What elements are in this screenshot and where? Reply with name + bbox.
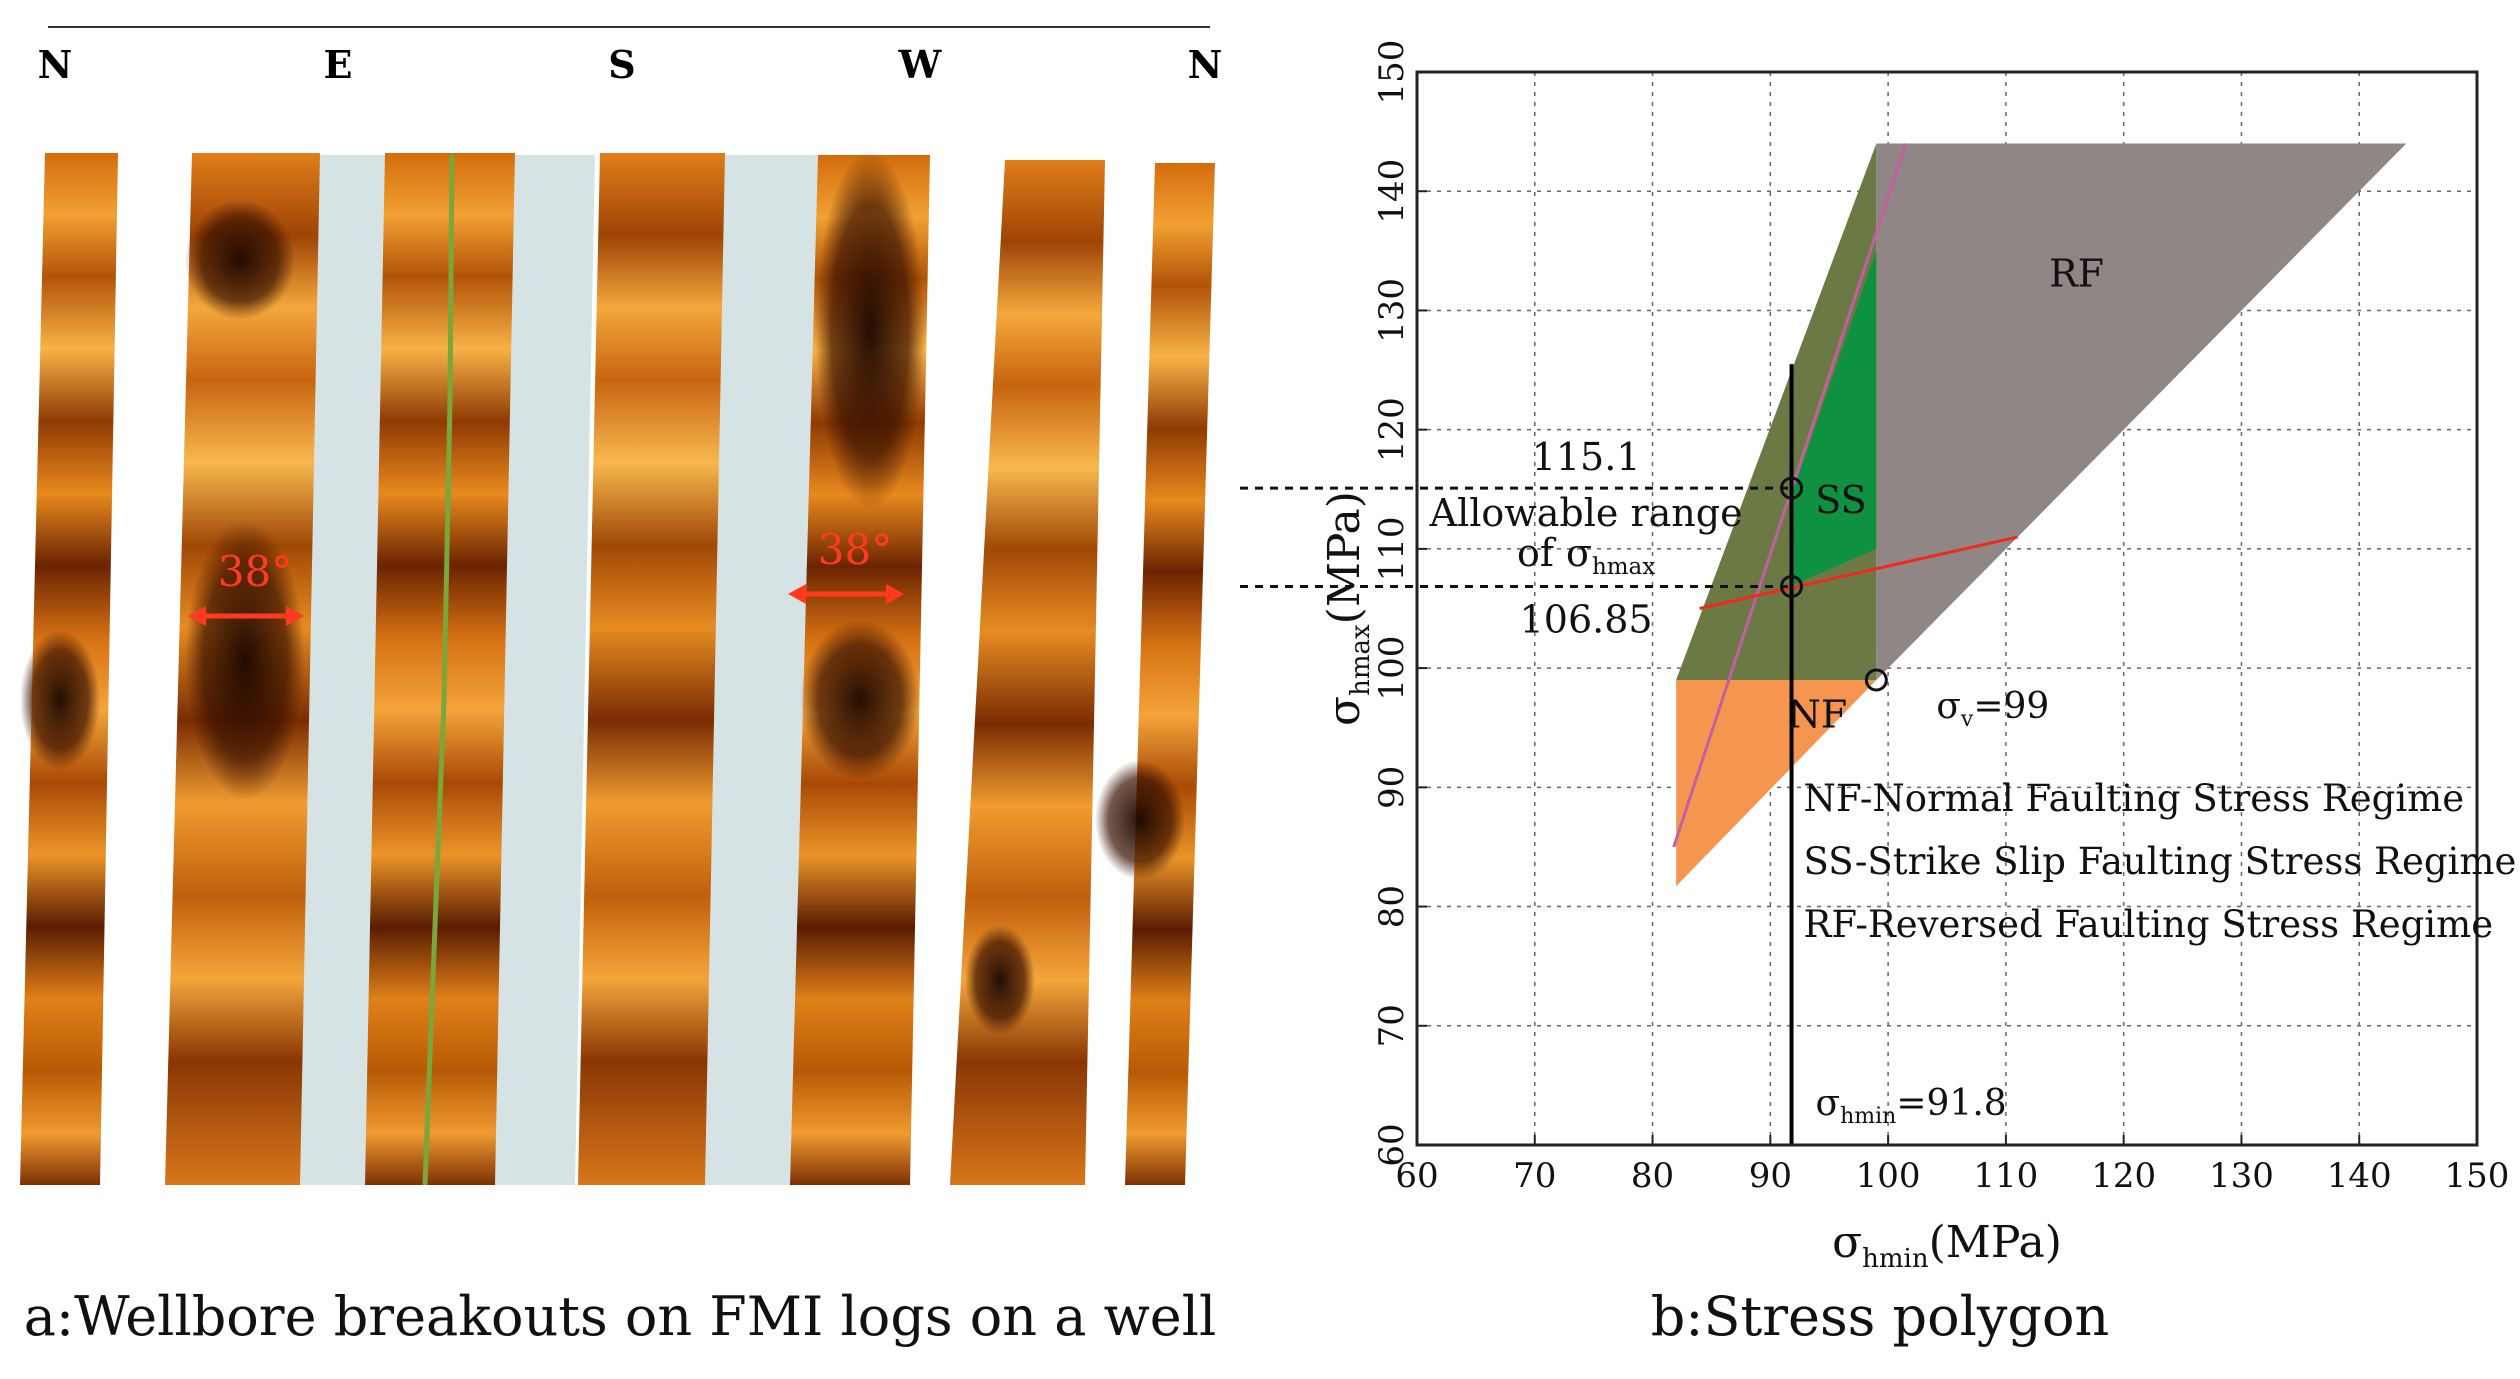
breakout-zone [1095, 760, 1185, 880]
x-tick-label: 90 [1749, 1156, 1792, 1196]
line-breakout-limit [1699, 535, 2018, 610]
direction-label-n1: N [38, 42, 73, 87]
x-tick-label: 80 [1631, 1156, 1674, 1196]
region-allowable [1793, 250, 1877, 585]
breakout-zone [185, 200, 295, 320]
chart-axes: 60 70 80 90 100 110 120 130 140 150 60 70 80 90 100 110… [1319, 40, 2509, 1274]
legend-item: NF-Normal Faulting Stress Regime [1804, 777, 2465, 820]
region-label-NF: NF [1788, 693, 1848, 737]
x-tick-label: 120 [2091, 1156, 2156, 1196]
panel-a-fmi-logs: N E S W N 38° [0, 0, 1240, 1379]
direction-label-s: S [608, 42, 635, 87]
legend-item: RF-Reversed Faulting Stress Regime [1804, 903, 2494, 946]
breakout-arrow-2: 38° [788, 525, 904, 604]
x-tick-label: 70 [1513, 1156, 1556, 1196]
x-tick-label: 140 [2327, 1156, 2392, 1196]
x-tick-label: 60 [1395, 1156, 1438, 1196]
x-tick-label: 100 [1856, 1156, 1921, 1196]
x-tick-label: 110 [1973, 1156, 2038, 1196]
stress-polygon-chart: 60 70 80 90 100 110 120 130 140 150 60 70 80 90 100 110… [1240, 40, 2517, 1274]
breakout-angle-label: 38° [218, 547, 292, 596]
caption-b: b:Stress polygon [1650, 1285, 2110, 1348]
chart-dashed-lines [1240, 486, 1792, 588]
annotation-shmin: σhmin=91.8 [1816, 1083, 2007, 1129]
chart-lines [1672, 143, 2018, 1145]
y-axis-title: σhmax(MPa) [1319, 491, 1376, 726]
y-tick-label: 100 [1372, 636, 1412, 701]
region-label-SS: SS [1815, 478, 1866, 522]
log-strip-7 [1125, 163, 1215, 1185]
chart-regions [1676, 143, 2407, 887]
annotation-upper-value: 115.1 [1532, 435, 1641, 479]
breakout-angle-label: 38° [818, 525, 892, 574]
direction-label-n2: N [1188, 42, 1223, 87]
annotation-allowable-line2: of σhmax [1517, 531, 1655, 580]
region-RF [1876, 143, 2407, 681]
breakout-zone [185, 520, 305, 800]
panel-b-stress-polygon: 60 70 80 90 100 110 120 130 140 150 60 70 80 90 100 110… [1240, 0, 2520, 1379]
breakout-zone [20, 630, 100, 770]
x-tick-label: 130 [2209, 1156, 2274, 1196]
gap-strip [490, 155, 595, 1185]
legend-item: SS-Strike Slip Faulting Stress Regime [1804, 840, 2517, 883]
y-tick-label: 130 [1372, 278, 1412, 343]
plot-frame [1415, 70, 2479, 1147]
y-tick-label: 110 [1372, 516, 1412, 581]
log-strip-4 [578, 153, 725, 1185]
breakout-arrow-1: 38° [188, 547, 304, 626]
point-lower [1780, 574, 1804, 598]
y-tick-label: 80 [1372, 885, 1412, 928]
fmi-image: N E S W N 38° [20, 26, 1223, 1186]
chart-points [1780, 476, 1888, 692]
point-upper [1780, 476, 1804, 500]
region-NF [1676, 680, 1877, 887]
x-axis-title: σhmin(MPa) [1832, 1217, 2062, 1274]
breakout-zone [815, 150, 925, 510]
log-strip-3 [365, 153, 515, 1185]
gap-strip [700, 155, 820, 1185]
annotation-lower-value: 106.85 [1520, 597, 1653, 641]
y-tick-label: 120 [1372, 397, 1412, 462]
direction-label-e: E [324, 42, 353, 87]
y-tick-label: 140 [1372, 159, 1412, 224]
caption-a: a:Wellbore breakouts on FMI logs on a we… [23, 1285, 1217, 1348]
green-trace [422, 154, 455, 1186]
direction-label-w: W [898, 42, 943, 87]
x-tick-label: 150 [2445, 1156, 2510, 1196]
y-tick-label: 150 [1372, 40, 1412, 105]
log-strip-6 [950, 160, 1105, 1185]
y-tick-label: 90 [1372, 766, 1412, 809]
breakout-zone [800, 620, 920, 780]
y-tick-label: 60 [1372, 1123, 1412, 1166]
annotation-sv: σv=99 [1936, 686, 2049, 732]
point-sv [1864, 668, 1888, 692]
breakout-zone [965, 925, 1035, 1035]
region-label-RF: RF [2049, 252, 2104, 296]
y-tick-label: 70 [1372, 1004, 1412, 1047]
annotation-allowable-line1: Allowable range [1429, 491, 1743, 535]
